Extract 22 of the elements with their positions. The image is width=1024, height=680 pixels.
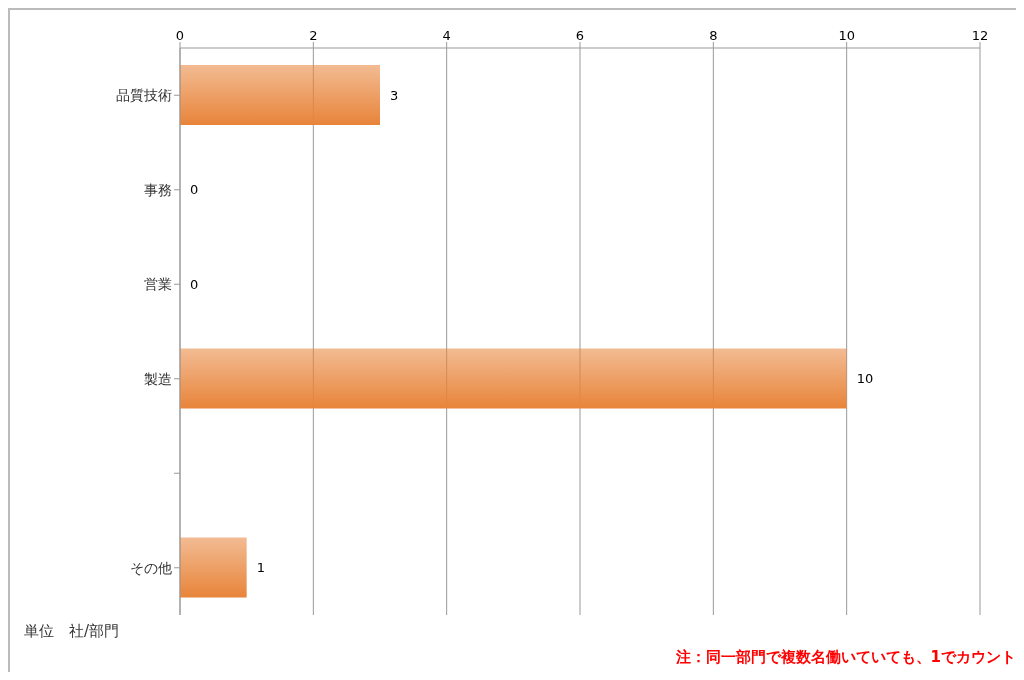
x-tick-label: 0 — [175, 28, 185, 43]
x-tick-label: 12 — [971, 28, 989, 43]
x-tick-label: 6 — [575, 28, 585, 43]
y-tick-label: 品質技術 — [116, 87, 172, 104]
y-tick-label: その他 — [130, 559, 172, 576]
text: 注：同一部門で複数名働いていても、1でカウント — [675, 648, 1016, 667]
x-tick-label: 4 — [442, 28, 451, 43]
x-tick-label: 2 — [309, 28, 318, 43]
data-label: 0 — [190, 276, 199, 292]
data-label: 10 — [856, 371, 874, 387]
text: 単位 社/部門 — [24, 622, 120, 641]
y-tick-label: 事務 — [144, 181, 172, 198]
data-label: 3 — [390, 87, 399, 103]
bar — [180, 65, 380, 125]
data-label: 1 — [256, 560, 265, 576]
x-tick-label: 8 — [709, 28, 718, 43]
bar — [180, 537, 247, 598]
data-label: 0 — [190, 182, 199, 198]
x-tick-label: 10 — [838, 28, 855, 43]
y-tick-label: 製造 — [144, 370, 172, 387]
y-tick-label: 営業 — [144, 276, 172, 293]
bar — [180, 348, 847, 409]
